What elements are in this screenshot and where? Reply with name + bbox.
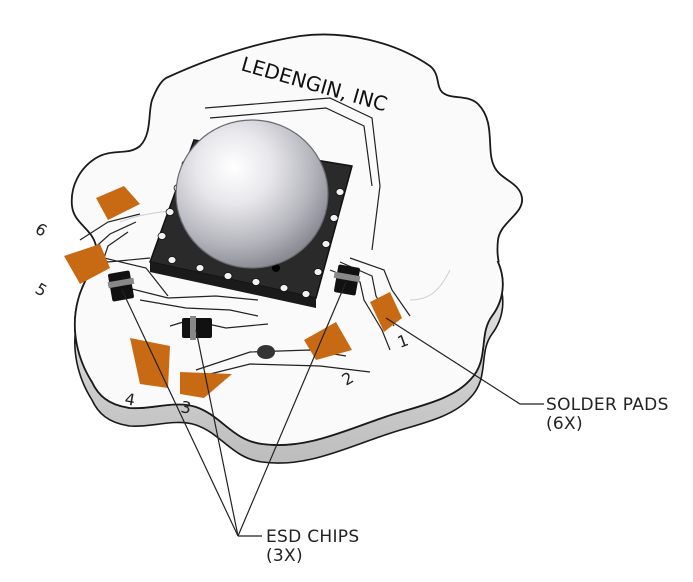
solder-pad-leader [385, 317, 544, 405]
pad-number-4: 4 [123, 389, 136, 409]
pad-number-6: 6 [32, 219, 50, 241]
esd-chips-label: ESD CHIPS [266, 527, 360, 547]
solder-pad [64, 244, 110, 284]
esd-chip [107, 270, 135, 302]
esd-leader [121, 289, 239, 537]
solder-pads-count: (6X) [546, 414, 583, 434]
solder-pad [304, 322, 352, 360]
pad-number-5: 5 [32, 279, 50, 301]
alignment-hole [257, 345, 275, 359]
solder-pads [64, 186, 402, 398]
dome-lens [175, 119, 329, 269]
esd-chips [107, 264, 361, 340]
esd-chip [182, 316, 212, 340]
solder-pad [96, 186, 140, 220]
traces [79, 97, 411, 381]
solder-pad [370, 292, 402, 332]
solder-pad [180, 372, 232, 398]
esd-chip [333, 264, 361, 296]
leader-lines [121, 281, 544, 537]
esd-leader [237, 281, 347, 537]
solder-pads-label: SOLDER PADS [546, 395, 669, 415]
solder-pads-callout: SOLDER PADS (6X) [546, 396, 669, 434]
esd-leader [195, 329, 239, 537]
polarity-dot [272, 264, 280, 272]
esd-chips-callout: ESD CHIPS (3X) [266, 528, 359, 566]
esd-chips-count: (3X) [266, 546, 303, 566]
pad-number-3: 3 [179, 397, 192, 417]
solder-pad [130, 338, 170, 388]
